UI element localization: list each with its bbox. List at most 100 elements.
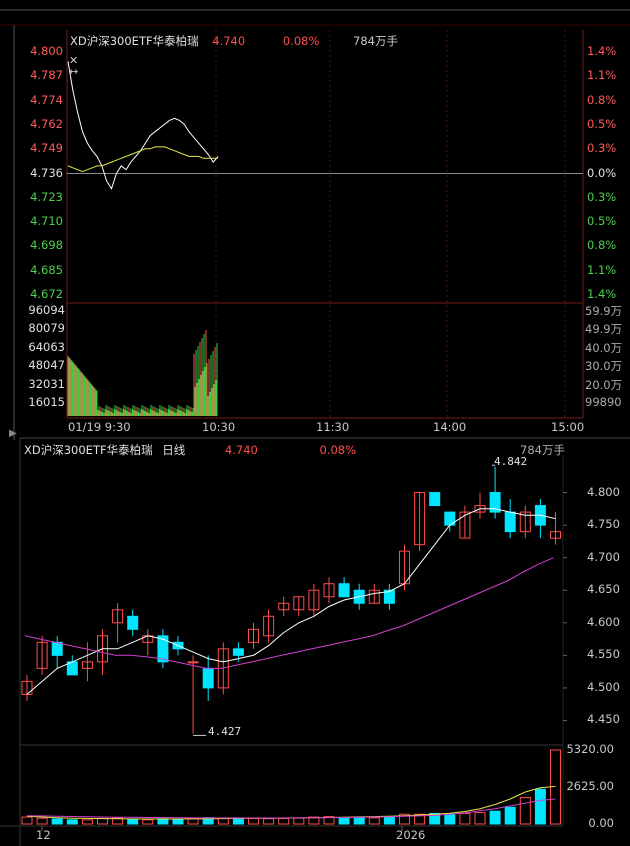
pct-tick-label: 0.5% [587, 214, 617, 229]
candle-body [232, 648, 244, 656]
daily-volume-tick-label: 5320.00 [566, 742, 614, 756]
candle-body [278, 602, 290, 611]
candle-body [51, 641, 63, 656]
daily-change-pct: 0.08% [319, 443, 357, 457]
daily-volume-bar [519, 797, 531, 825]
daily-price-tick-label: 4.650 [587, 582, 620, 597]
candle-body [489, 492, 501, 513]
candle-body [459, 511, 471, 539]
daily-price-tick-label: 4.600 [587, 614, 620, 629]
daily-volume-bar [21, 816, 33, 825]
daily-volume-bar [172, 819, 184, 825]
daily-price-tick-label: 4.800 [587, 484, 620, 499]
candle-body [187, 661, 199, 664]
daily-volume-bar [414, 813, 426, 825]
pct-tick-label: 0.8% [587, 238, 617, 253]
time-tick-label: 15:00 [551, 420, 585, 434]
intraday-stock-name: XD沪深300ETF华泰柏瑞 [70, 34, 199, 48]
ma-slow-line [24, 557, 554, 669]
daily-volume-bar [338, 816, 350, 825]
daily-volume-bar [504, 806, 516, 825]
pct-tick-label: 1.4% [587, 44, 617, 58]
intraday-header: XD沪深300ETF华泰柏瑞 4.740 0.08% 784万手 [70, 33, 398, 49]
price-tick-label: 4.762 [30, 116, 63, 131]
daily-volume-bar [534, 788, 546, 825]
pct-tick-label: 0.8% [587, 92, 617, 107]
daily-volume-bar [444, 813, 456, 825]
daily-volume-bar [127, 818, 139, 825]
candle-body [127, 615, 139, 630]
daily-header: XD沪深300ETF华泰柏瑞 日线 4.740 0.08% [24, 442, 356, 458]
daily-volume-bar [36, 817, 48, 825]
daily-volume-bar [112, 817, 124, 825]
daily-price-tick-label: 4.450 [587, 712, 620, 727]
low-annotation: 4.427 [208, 725, 242, 738]
daily-volume-bar [429, 812, 441, 825]
price-tick-label: 4.685 [30, 262, 63, 277]
candle-body [308, 589, 320, 611]
candle-body [519, 511, 531, 533]
daily-volume-bar [323, 816, 335, 825]
daily-volume-bar [368, 817, 380, 825]
price-tick-label: 4.723 [30, 189, 63, 204]
time-tick-label: 11:30 [316, 420, 350, 434]
daily-volume-tick-label: 2625.00 [566, 779, 614, 794]
high-annotation: 4.842 [494, 455, 528, 468]
candle-body [202, 667, 214, 689]
pct-tick-label: 0.0% [587, 165, 617, 180]
daily-volume-bar [81, 819, 93, 825]
daily-volume-bar [157, 818, 169, 825]
pct-tick-label: 0.3% [587, 189, 617, 204]
daily-price-tick-label: 4.500 [587, 679, 620, 694]
volume-tick-label-right: 49.9万 [585, 322, 623, 337]
daily-price-tick-label: 4.750 [587, 517, 620, 532]
candle-body [429, 492, 441, 507]
candle-body [112, 609, 124, 624]
volume-tick-label-right: 99890 [585, 395, 622, 409]
candle-body [550, 531, 561, 539]
price-tick-label: 4.736 [30, 165, 63, 180]
daily-volume-bar [353, 817, 365, 825]
daily-volume-bar [142, 819, 154, 825]
price-tick-label: 4.710 [30, 214, 63, 229]
daily-volume-bar [399, 813, 410, 825]
candle-body [414, 492, 426, 546]
daily-volume-bar [308, 816, 320, 825]
intraday-average-line [67, 146, 218, 173]
volume-tick-label: 96094 [28, 303, 65, 317]
daily-volume-bar [263, 818, 275, 825]
candle-body [323, 583, 335, 598]
intraday-price-line [67, 61, 219, 190]
volume-tick-label: 16015 [28, 395, 65, 409]
daily-date-tick-label: 2026 [396, 828, 426, 842]
volume-tick-label-right: 59.9万 [585, 304, 623, 318]
candle-body [293, 596, 305, 611]
daily-volume-bar [66, 819, 78, 825]
candle-body [21, 680, 33, 695]
volume-tick-label: 32031 [28, 376, 65, 391]
time-tick-label: 14:00 [433, 420, 467, 434]
price-tick-label: 4.698 [30, 238, 63, 253]
candle-body [263, 615, 275, 637]
crosshair-icon[interactable]: ✕ ↔ [69, 54, 79, 78]
intraday-change-pct: 0.08% [282, 34, 320, 48]
daily-date-tick-label: 12 [36, 828, 51, 842]
price-tick-label: 4.774 [30, 92, 63, 107]
candle-body [81, 661, 93, 669]
volume-tick-label: 48047 [28, 358, 65, 373]
pct-tick-label: 0.5% [587, 116, 617, 131]
price-tick-label: 4.800 [30, 44, 63, 58]
candle-body [248, 628, 259, 643]
time-tick-label: 01/19 9:30 [68, 420, 131, 434]
volume-tick-label: 64063 [28, 339, 65, 354]
volume-tick-label-right: 30.0万 [585, 359, 623, 374]
pct-tick-label: 1.1% [587, 262, 617, 277]
volume-tick-label: 80079 [28, 321, 65, 336]
candle-body [36, 641, 48, 669]
daily-volume-bar [489, 810, 501, 825]
candle-body [383, 589, 395, 604]
daily-price-tick-label: 4.700 [587, 549, 620, 564]
daily-volume-label: 784万手 [520, 443, 565, 457]
collapse-arrow-icon[interactable]: ▶ [9, 428, 17, 439]
